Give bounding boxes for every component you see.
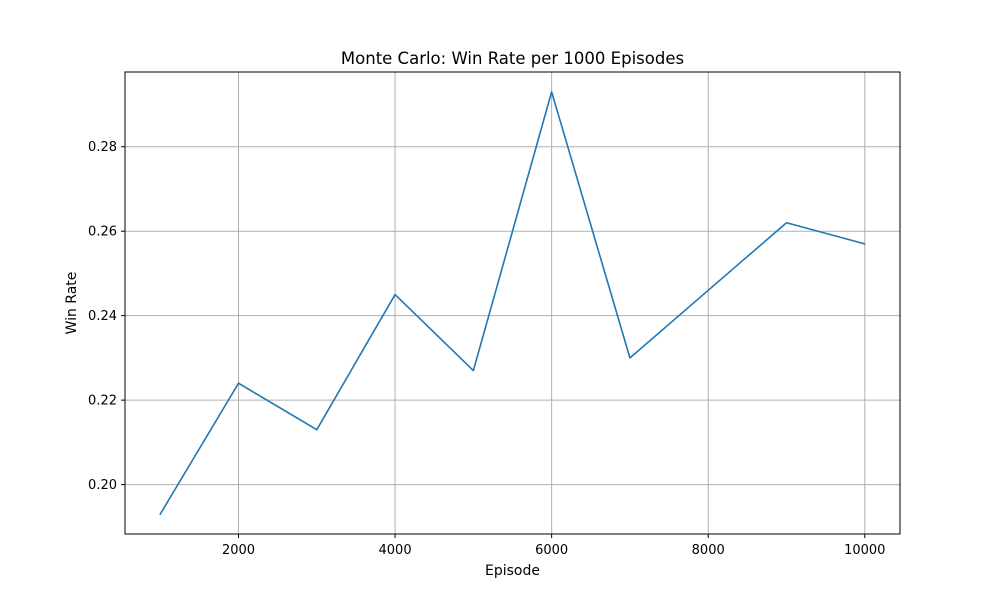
plot-frame <box>124 71 901 535</box>
x-tick-label: 10000 <box>844 543 885 558</box>
x-tick-label: 6000 <box>535 543 568 558</box>
y-tick-label: 0.28 <box>88 140 117 155</box>
y-tick-label: 0.22 <box>88 394 117 409</box>
series-line <box>159 91 866 515</box>
y-tick-label: 0.26 <box>88 225 117 240</box>
series-layer <box>159 91 866 515</box>
x-tick-label: 8000 <box>692 543 725 558</box>
x-tick-label: 4000 <box>379 543 412 558</box>
y-tick-label: 0.24 <box>88 309 117 324</box>
ticks: 2000 4000 6000 8000 10000 0.20 0.22 0.24 0.26 0.2… <box>88 140 885 558</box>
chart-title: Monte Carlo: Win Rate per 1000 Episodes <box>341 49 684 68</box>
y-axis-label: Win Rate <box>64 272 80 335</box>
y-tick-label: 0.20 <box>88 478 117 493</box>
x-axis-label: Episode <box>485 563 540 579</box>
x-tick-label: 2000 <box>222 543 255 558</box>
